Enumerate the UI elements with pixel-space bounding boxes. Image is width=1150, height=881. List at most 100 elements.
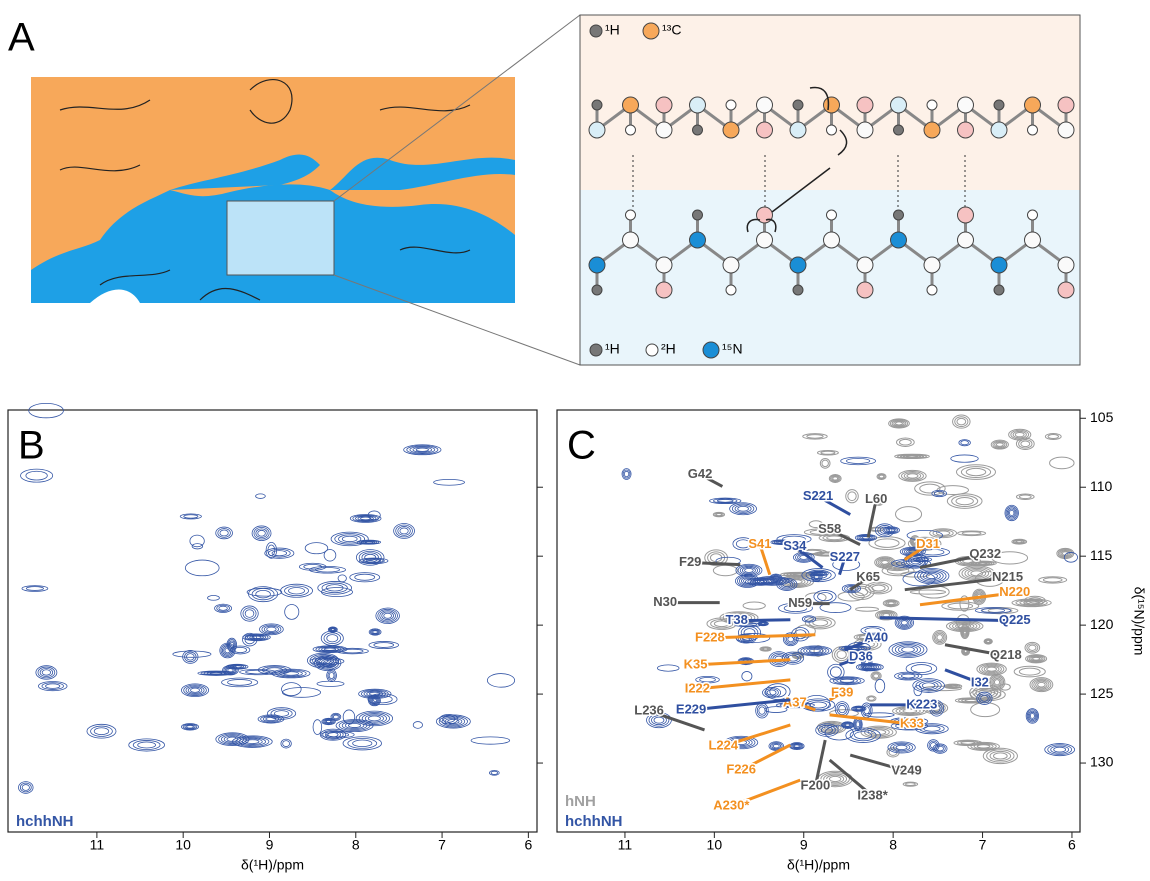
contour	[1015, 540, 1023, 544]
contour	[306, 652, 340, 669]
contour	[841, 583, 861, 594]
x-tick-label: 7	[979, 837, 987, 853]
contour	[90, 725, 113, 737]
x-tick-label: 9	[266, 837, 274, 853]
contour	[874, 556, 896, 569]
contour	[888, 748, 898, 756]
contour	[964, 567, 990, 579]
contour	[1006, 507, 1017, 519]
annotation-halo: Q225	[999, 612, 1031, 627]
contour	[712, 564, 738, 577]
legend-label: ¹H	[605, 341, 620, 357]
contour	[712, 511, 726, 518]
contour	[836, 677, 858, 684]
contour	[877, 473, 886, 480]
contour	[1042, 577, 1063, 583]
contour	[773, 576, 779, 581]
annotation-halo: V249	[891, 762, 921, 777]
contour	[623, 470, 630, 478]
contour	[172, 650, 212, 658]
panel-letter: B	[18, 424, 45, 468]
contour	[794, 744, 800, 748]
contour	[915, 679, 942, 692]
contour	[330, 712, 342, 721]
contour	[829, 666, 842, 678]
contour	[992, 440, 1008, 449]
contour	[435, 714, 471, 729]
contour	[352, 739, 373, 748]
contour	[326, 732, 350, 738]
contour	[1029, 677, 1054, 693]
contour	[245, 739, 260, 744]
leader-line	[690, 698, 791, 712]
contour	[946, 493, 983, 509]
contour	[828, 775, 842, 783]
contour	[344, 722, 365, 729]
contour	[839, 678, 855, 683]
contour	[737, 575, 758, 587]
annotation: T38	[725, 612, 747, 627]
contour	[769, 685, 787, 698]
contour	[826, 774, 845, 784]
leader-line	[709, 633, 816, 640]
contour	[220, 643, 235, 658]
contour	[1047, 744, 1073, 755]
contour	[985, 639, 992, 644]
contour	[878, 474, 885, 479]
contour	[1037, 681, 1046, 688]
contour	[958, 439, 971, 447]
contour	[1028, 711, 1036, 720]
contour	[737, 505, 749, 512]
atom	[923, 121, 941, 139]
contour	[808, 570, 829, 577]
leader-line	[866, 499, 878, 538]
contour	[321, 647, 339, 652]
contour	[221, 645, 234, 656]
contour	[738, 622, 758, 627]
atom	[823, 231, 840, 249]
contour	[327, 670, 336, 681]
leader-line	[849, 576, 869, 591]
contour	[288, 587, 305, 595]
contour	[324, 730, 342, 739]
contour	[1013, 665, 1046, 678]
contour	[409, 446, 436, 454]
annotation-halo: S34	[783, 538, 807, 553]
contour	[887, 528, 895, 533]
contour	[181, 683, 210, 697]
atom	[1027, 124, 1038, 136]
contour	[980, 694, 989, 702]
contour	[397, 526, 411, 536]
contour	[911, 538, 939, 550]
leader-line	[919, 591, 1015, 607]
contour	[885, 600, 897, 606]
contour	[874, 538, 900, 548]
contour	[367, 693, 398, 706]
contour	[912, 678, 945, 693]
contour	[929, 528, 958, 539]
y-tick-label: 130	[1090, 754, 1114, 770]
contour	[364, 714, 384, 723]
contour	[324, 719, 333, 724]
contour	[876, 473, 887, 480]
contour	[332, 714, 339, 720]
contour	[1018, 667, 1041, 676]
contour	[853, 706, 865, 711]
contour	[337, 574, 347, 583]
contour	[735, 574, 760, 588]
contour	[309, 654, 337, 668]
atom	[591, 284, 603, 296]
contour	[19, 782, 32, 793]
contour	[1012, 430, 1027, 439]
atom	[856, 256, 874, 274]
contour	[854, 720, 861, 729]
contour	[935, 530, 951, 536]
contour	[863, 658, 871, 669]
contour	[249, 635, 264, 640]
contour	[1007, 508, 1016, 518]
contour	[954, 416, 969, 428]
contour	[331, 713, 340, 721]
atom	[990, 256, 1008, 274]
contour	[361, 552, 379, 563]
contour	[855, 707, 862, 711]
